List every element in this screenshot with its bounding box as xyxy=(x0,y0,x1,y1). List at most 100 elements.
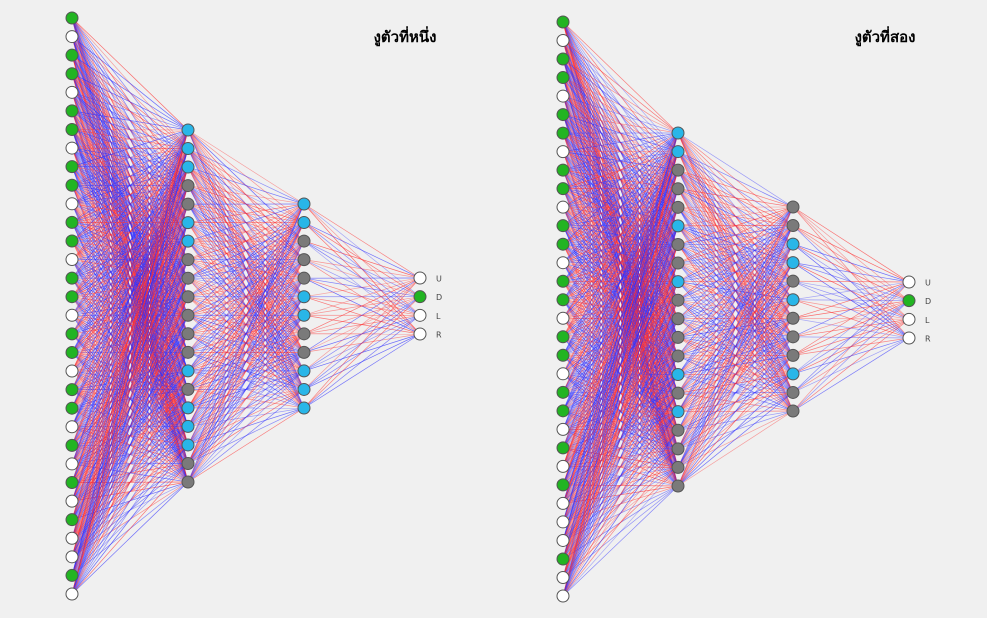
connection xyxy=(677,188,794,208)
connection xyxy=(187,389,305,483)
neuron xyxy=(556,237,570,251)
connection xyxy=(71,129,189,279)
connection xyxy=(562,281,679,597)
connection xyxy=(562,132,679,430)
connection xyxy=(71,129,189,483)
connection xyxy=(792,337,910,375)
connection xyxy=(71,129,189,409)
neuron xyxy=(671,330,685,344)
neuron xyxy=(671,126,685,140)
neuron xyxy=(181,456,195,470)
connection xyxy=(677,225,794,450)
connection xyxy=(562,95,679,134)
neuron xyxy=(181,234,195,248)
neuron xyxy=(65,383,79,397)
neuron xyxy=(65,30,79,44)
connection xyxy=(71,166,189,316)
connection xyxy=(562,132,679,541)
connection xyxy=(71,148,189,409)
neuron xyxy=(671,237,685,251)
neuron xyxy=(786,293,800,307)
connections xyxy=(71,17,421,595)
connection xyxy=(562,132,679,448)
connection xyxy=(562,355,679,578)
connection xyxy=(562,485,679,597)
neuron xyxy=(556,589,570,603)
connection xyxy=(562,151,679,300)
neuron xyxy=(297,290,311,304)
connection xyxy=(677,281,794,487)
connection xyxy=(187,222,305,353)
connection xyxy=(562,132,679,208)
connection xyxy=(677,299,794,487)
connection xyxy=(303,277,421,353)
connection xyxy=(187,203,305,335)
connection xyxy=(187,203,305,390)
connection xyxy=(303,296,421,353)
connection xyxy=(187,333,305,483)
connection xyxy=(677,206,794,468)
neuron xyxy=(413,271,427,285)
connections xyxy=(562,21,910,597)
neuron xyxy=(65,48,79,62)
connection xyxy=(792,300,910,393)
output-label: R xyxy=(436,331,442,340)
neuron xyxy=(65,438,79,452)
neuron xyxy=(671,368,685,382)
connection xyxy=(562,411,679,597)
neuron xyxy=(556,552,570,566)
connection xyxy=(677,206,794,412)
connection xyxy=(562,132,679,523)
connection xyxy=(562,77,679,152)
neuron xyxy=(556,422,570,436)
connection xyxy=(71,129,189,390)
connection xyxy=(71,129,189,149)
connection xyxy=(792,300,910,412)
connection xyxy=(71,73,189,131)
neuron xyxy=(671,442,685,456)
neuron xyxy=(902,312,916,326)
connection xyxy=(562,281,679,578)
neuron xyxy=(65,550,79,564)
connection xyxy=(303,259,421,279)
neuron xyxy=(556,533,570,547)
neuron xyxy=(65,345,79,359)
neuron xyxy=(556,256,570,270)
connection xyxy=(71,54,189,131)
connection xyxy=(792,300,910,356)
neuron xyxy=(65,271,79,285)
connection xyxy=(71,241,189,595)
neuron xyxy=(181,290,195,304)
neuron xyxy=(786,404,800,418)
connection xyxy=(562,467,679,597)
connection xyxy=(71,204,189,595)
connection xyxy=(562,151,679,578)
connection xyxy=(792,281,910,319)
connection xyxy=(677,392,794,487)
neuron xyxy=(65,364,79,378)
connection xyxy=(71,129,189,502)
neuron xyxy=(556,293,570,307)
connection xyxy=(71,389,189,595)
neuron xyxy=(786,330,800,344)
connection xyxy=(187,203,305,260)
neuron xyxy=(65,290,79,304)
connection xyxy=(303,203,421,279)
connection xyxy=(562,132,679,393)
neuron xyxy=(556,330,570,344)
connection xyxy=(562,114,679,134)
neuron xyxy=(556,219,570,233)
neuron xyxy=(556,126,570,140)
neuron xyxy=(902,331,916,345)
neuron xyxy=(671,200,685,214)
connection xyxy=(677,243,794,431)
connection xyxy=(677,336,794,468)
neuron xyxy=(65,531,79,545)
connection xyxy=(187,166,305,223)
output-label: R xyxy=(925,335,931,344)
neuron xyxy=(297,382,311,396)
neuron xyxy=(181,179,195,193)
neuron xyxy=(556,404,570,418)
neuron xyxy=(556,385,570,399)
connection xyxy=(562,151,679,560)
